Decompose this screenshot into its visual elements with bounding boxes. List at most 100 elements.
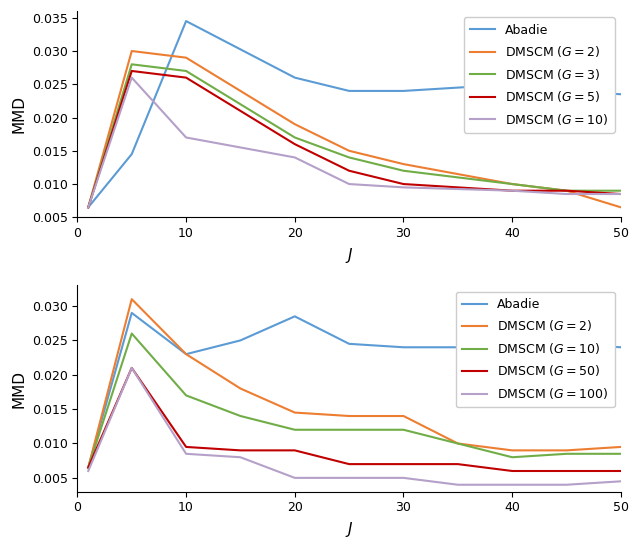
DMSCM ($G = 50$) [346, 461, 353, 468]
DMSCM ($G = 10$) [291, 426, 299, 433]
DMSCM ($G = 100$) [346, 475, 353, 481]
DMSCM ($G = 5$) [399, 181, 407, 188]
Line: Abadie: Abadie [88, 306, 621, 468]
DMSCM ($G = 2$) [291, 409, 299, 416]
X-axis label: $J$: $J$ [345, 246, 353, 265]
DMSCM ($G = 50$) [399, 461, 407, 468]
DMSCM ($G = 10$) [182, 134, 190, 141]
DMSCM ($G = 10$) [84, 464, 92, 471]
DMSCM ($G = 10$) [346, 181, 353, 188]
Abadie [454, 344, 461, 350]
DMSCM ($G = 10$) [399, 426, 407, 433]
Abadie [508, 302, 516, 309]
Abadie [237, 337, 244, 344]
DMSCM ($G = 10$) [128, 74, 136, 81]
DMSCM ($G = 100$) [617, 478, 625, 485]
DMSCM ($G = 100$) [237, 454, 244, 460]
Line: DMSCM ($G = 2$): DMSCM ($G = 2$) [88, 299, 621, 468]
Abadie [399, 87, 407, 94]
Y-axis label: MMD: MMD [11, 95, 26, 133]
DMSCM ($G = 100$) [399, 475, 407, 481]
DMSCM ($G = 10$) [182, 392, 190, 399]
DMSCM ($G = 10$) [291, 154, 299, 161]
DMSCM ($G = 3$) [508, 181, 516, 188]
DMSCM ($G = 50$) [617, 468, 625, 474]
Abadie [291, 313, 299, 320]
Abadie [563, 87, 570, 94]
Abadie [508, 81, 516, 87]
Legend: Abadie, DMSCM ($G = 2$), DMSCM ($G = 3$), DMSCM ($G = 5$), DMSCM ($G = 10$): Abadie, DMSCM ($G = 2$), DMSCM ($G = 3$)… [464, 18, 614, 133]
Line: DMSCM ($G = 100$): DMSCM ($G = 100$) [88, 368, 621, 485]
Abadie [128, 310, 136, 316]
DMSCM ($G = 100$) [128, 365, 136, 371]
DMSCM ($G = 3$) [399, 167, 407, 174]
Abadie [617, 91, 625, 97]
DMSCM ($G = 5$) [84, 204, 92, 211]
DMSCM ($G = 2$) [508, 181, 516, 188]
DMSCM ($G = 10$) [128, 330, 136, 337]
Line: DMSCM ($G = 10$): DMSCM ($G = 10$) [88, 78, 621, 207]
DMSCM ($G = 2$) [291, 121, 299, 128]
Line: Abadie: Abadie [88, 21, 621, 207]
DMSCM ($G = 3$) [346, 154, 353, 161]
DMSCM ($G = 5$) [617, 191, 625, 197]
DMSCM ($G = 2$) [563, 447, 570, 454]
DMSCM ($G = 2$) [617, 444, 625, 450]
DMSCM ($G = 50$) [182, 444, 190, 450]
Line: DMSCM ($G = 3$): DMSCM ($G = 3$) [88, 64, 621, 207]
DMSCM ($G = 5$) [563, 188, 570, 194]
DMSCM ($G = 100$) [563, 481, 570, 488]
Abadie [346, 340, 353, 347]
DMSCM ($G = 50$) [454, 461, 461, 468]
DMSCM ($G = 10$) [454, 440, 461, 447]
Abadie [182, 18, 190, 24]
DMSCM ($G = 10$) [346, 426, 353, 433]
Line: DMSCM ($G = 5$): DMSCM ($G = 5$) [88, 71, 621, 207]
Line: DMSCM ($G = 50$): DMSCM ($G = 50$) [88, 368, 621, 471]
DMSCM ($G = 2$) [508, 447, 516, 454]
DMSCM ($G = 50$) [237, 447, 244, 454]
DMSCM ($G = 10$) [399, 184, 407, 191]
X-axis label: $J$: $J$ [345, 520, 353, 539]
Abadie [291, 74, 299, 81]
Abadie [617, 344, 625, 350]
DMSCM ($G = 5$) [291, 141, 299, 147]
Abadie [563, 340, 570, 347]
DMSCM ($G = 10$) [563, 191, 570, 197]
Legend: Abadie, DMSCM ($G = 2$), DMSCM ($G = 10$), DMSCM ($G = 50$), DMSCM ($G = 100$): Abadie, DMSCM ($G = 2$), DMSCM ($G = 10$… [456, 292, 614, 407]
DMSCM ($G = 2$) [617, 204, 625, 211]
Y-axis label: MMD: MMD [11, 370, 26, 408]
Abadie [128, 151, 136, 157]
Abadie [346, 87, 353, 94]
DMSCM ($G = 10$) [563, 450, 570, 457]
DMSCM ($G = 2$) [399, 412, 407, 419]
DMSCM ($G = 2$) [454, 440, 461, 447]
DMSCM ($G = 3$) [617, 188, 625, 194]
DMSCM ($G = 100$) [291, 475, 299, 481]
DMSCM ($G = 2$) [346, 147, 353, 154]
DMSCM ($G = 2$) [128, 48, 136, 54]
DMSCM ($G = 5$) [346, 167, 353, 174]
Abadie [182, 351, 190, 358]
DMSCM ($G = 3$) [84, 204, 92, 211]
DMSCM ($G = 100$) [508, 481, 516, 488]
DMSCM ($G = 2$) [128, 296, 136, 303]
DMSCM ($G = 2$) [237, 385, 244, 392]
DMSCM ($G = 3$) [291, 134, 299, 141]
DMSCM ($G = 2$) [346, 412, 353, 419]
DMSCM ($G = 100$) [182, 450, 190, 457]
DMSCM ($G = 5$) [182, 74, 190, 81]
DMSCM ($G = 2$) [563, 188, 570, 194]
DMSCM ($G = 10$) [237, 412, 244, 419]
DMSCM ($G = 50$) [508, 468, 516, 474]
DMSCM ($G = 2$) [84, 464, 92, 471]
Abadie [84, 464, 92, 471]
DMSCM ($G = 3$) [563, 188, 570, 194]
DMSCM ($G = 100$) [84, 468, 92, 474]
DMSCM ($G = 10$) [508, 454, 516, 460]
DMSCM ($G = 10$) [84, 204, 92, 211]
DMSCM ($G = 10$) [508, 188, 516, 194]
Line: DMSCM ($G = 2$): DMSCM ($G = 2$) [88, 51, 621, 207]
DMSCM ($G = 3$) [182, 68, 190, 74]
DMSCM ($G = 2$) [182, 54, 190, 61]
